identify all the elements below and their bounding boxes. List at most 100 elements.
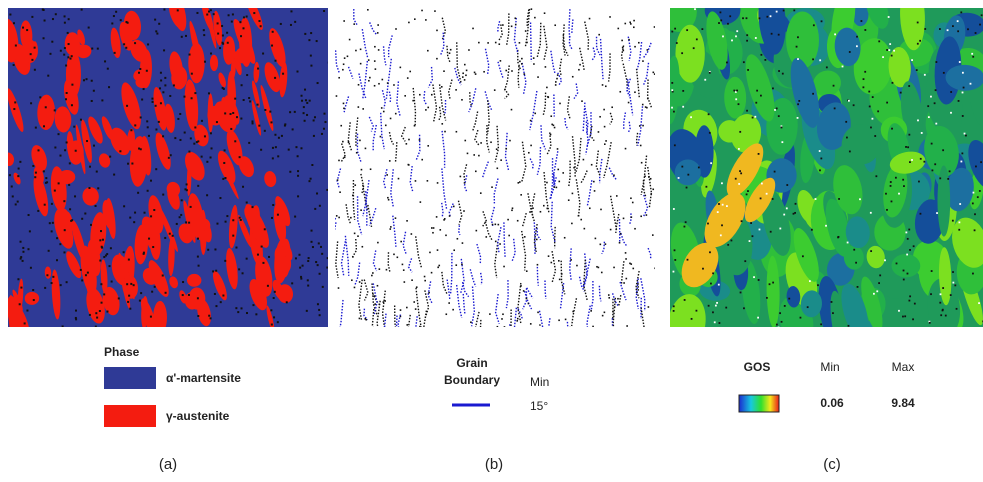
- unindexed-point: [425, 109, 427, 111]
- unindexed-point: [327, 257, 329, 259]
- unindexed-point: [903, 279, 905, 281]
- unindexed-point: [228, 14, 230, 16]
- unindexed-point: [496, 148, 498, 150]
- unindexed-point: [313, 135, 315, 137]
- unindexed-point: [144, 212, 146, 214]
- unindexed-point: [86, 140, 88, 142]
- unindexed-point: [222, 34, 224, 36]
- unindexed-point: [478, 155, 480, 157]
- unindexed-point: [154, 286, 156, 288]
- unindexed-point: [889, 43, 891, 45]
- unindexed-point: [556, 187, 558, 189]
- unindexed-point: [707, 223, 709, 225]
- unindexed-point: [847, 242, 849, 244]
- unindexed-point: [184, 188, 186, 190]
- unindexed-point: [554, 24, 556, 26]
- unindexed-point: [455, 89, 457, 91]
- unindexed-point: [258, 20, 260, 22]
- unindexed-point: [913, 245, 915, 247]
- unindexed-point: [702, 268, 704, 270]
- unindexed-point: [891, 128, 893, 130]
- unindexed-point: [673, 310, 675, 312]
- unindexed-point: [118, 297, 120, 299]
- unindexed-point: [551, 262, 553, 264]
- unindexed-point: [125, 47, 127, 49]
- unindexed-point: [589, 207, 591, 209]
- unindexed-point: [834, 107, 836, 109]
- unindexed-point: [210, 317, 212, 319]
- unindexed-point: [337, 179, 339, 181]
- unindexed-point: [558, 181, 560, 183]
- unindexed-point: [147, 126, 149, 128]
- unindexed-point: [599, 116, 601, 118]
- unindexed-point: [267, 285, 269, 287]
- unindexed-point: [540, 211, 542, 213]
- unindexed-point: [64, 229, 66, 231]
- unindexed-point: [917, 22, 919, 24]
- unindexed-point: [778, 34, 780, 36]
- unindexed-point: [106, 311, 108, 313]
- unindexed-point: [691, 318, 693, 320]
- unindexed-point: [738, 103, 740, 105]
- unindexed-point: [340, 125, 342, 127]
- unindexed-point: [383, 301, 385, 303]
- unindexed-point: [315, 261, 317, 263]
- unindexed-point: [383, 111, 385, 113]
- unindexed-point: [123, 251, 125, 253]
- unindexed-point: [654, 26, 656, 28]
- unindexed-point: [49, 222, 51, 224]
- unindexed-point: [572, 76, 574, 78]
- unindexed-point: [172, 235, 174, 237]
- unindexed-point: [898, 193, 900, 195]
- unindexed-point: [242, 186, 244, 188]
- unindexed-point: [462, 76, 464, 78]
- unindexed-point: [759, 229, 761, 231]
- unindexed-point: [160, 79, 162, 81]
- unindexed-point: [886, 49, 888, 51]
- grain-boundary: [509, 324, 510, 354]
- unindexed-point: [630, 197, 632, 199]
- unindexed-point: [274, 134, 276, 136]
- unindexed-point: [389, 228, 391, 230]
- unindexed-point: [837, 236, 839, 238]
- unindexed-point: [181, 199, 183, 201]
- unindexed-point: [528, 303, 530, 305]
- unindexed-point: [220, 301, 222, 303]
- unindexed-point: [556, 78, 558, 80]
- unindexed-point: [377, 242, 379, 244]
- unindexed-point: [842, 66, 844, 68]
- unindexed-point: [68, 43, 70, 45]
- unindexed-point: [103, 293, 105, 295]
- unindexed-point: [273, 297, 275, 299]
- unindexed-point: [67, 56, 69, 58]
- unindexed-point: [224, 149, 226, 151]
- unindexed-point: [179, 113, 181, 115]
- unindexed-point: [362, 108, 364, 110]
- unindexed-point: [738, 183, 740, 185]
- unindexed-point: [9, 14, 11, 16]
- unindexed-point: [896, 263, 898, 265]
- unindexed-point: [317, 264, 319, 266]
- unindexed-point: [770, 231, 772, 233]
- unindexed-point: [234, 98, 236, 100]
- unindexed-point: [284, 123, 286, 125]
- unindexed-point: [718, 284, 720, 286]
- unindexed-point: [591, 164, 593, 166]
- unindexed-point: [222, 178, 224, 180]
- unindexed-point: [495, 224, 497, 226]
- unindexed-point: [126, 105, 128, 107]
- unindexed-point: [221, 42, 223, 44]
- unindexed-point: [34, 176, 36, 178]
- unindexed-point: [930, 96, 932, 98]
- unindexed-point: [226, 215, 228, 217]
- unindexed-point: [498, 224, 500, 226]
- unindexed-point: [519, 181, 521, 183]
- unindexed-point: [387, 197, 389, 199]
- unindexed-point: [397, 256, 399, 258]
- unindexed-point: [210, 132, 212, 134]
- unindexed-point: [48, 250, 50, 252]
- unindexed-point: [20, 287, 22, 289]
- unindexed-point: [29, 230, 31, 232]
- unindexed-point: [273, 316, 275, 318]
- unindexed-point: [39, 96, 41, 98]
